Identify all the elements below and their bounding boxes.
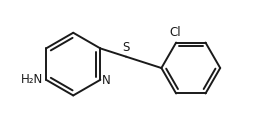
Text: S: S xyxy=(122,41,130,54)
Text: N: N xyxy=(102,74,111,87)
Text: Cl: Cl xyxy=(169,26,181,39)
Text: H₂N: H₂N xyxy=(21,73,43,86)
